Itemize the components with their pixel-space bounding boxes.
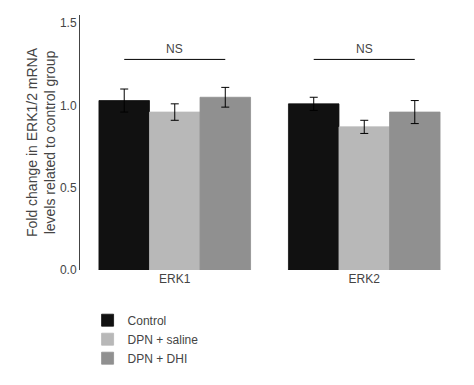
svg-text:1.0: 1.0 xyxy=(60,99,77,113)
svg-text:Control: Control xyxy=(128,314,167,328)
svg-text:Fold change in ERK1/2 mRNAleve: Fold change in ERK1/2 mRNAlevels related… xyxy=(24,47,58,237)
svg-text:DPN + DHI: DPN + DHI xyxy=(128,352,188,366)
svg-text:ERK2: ERK2 xyxy=(349,272,381,286)
svg-text:ERK1: ERK1 xyxy=(159,272,191,286)
svg-text:DPN + saline: DPN + saline xyxy=(128,333,199,347)
svg-text:0.5: 0.5 xyxy=(60,181,77,195)
svg-text:1.5: 1.5 xyxy=(60,16,77,30)
svg-text:NS: NS xyxy=(356,42,373,56)
svg-text:NS: NS xyxy=(166,42,183,56)
svg-text:0.0: 0.0 xyxy=(60,263,77,277)
